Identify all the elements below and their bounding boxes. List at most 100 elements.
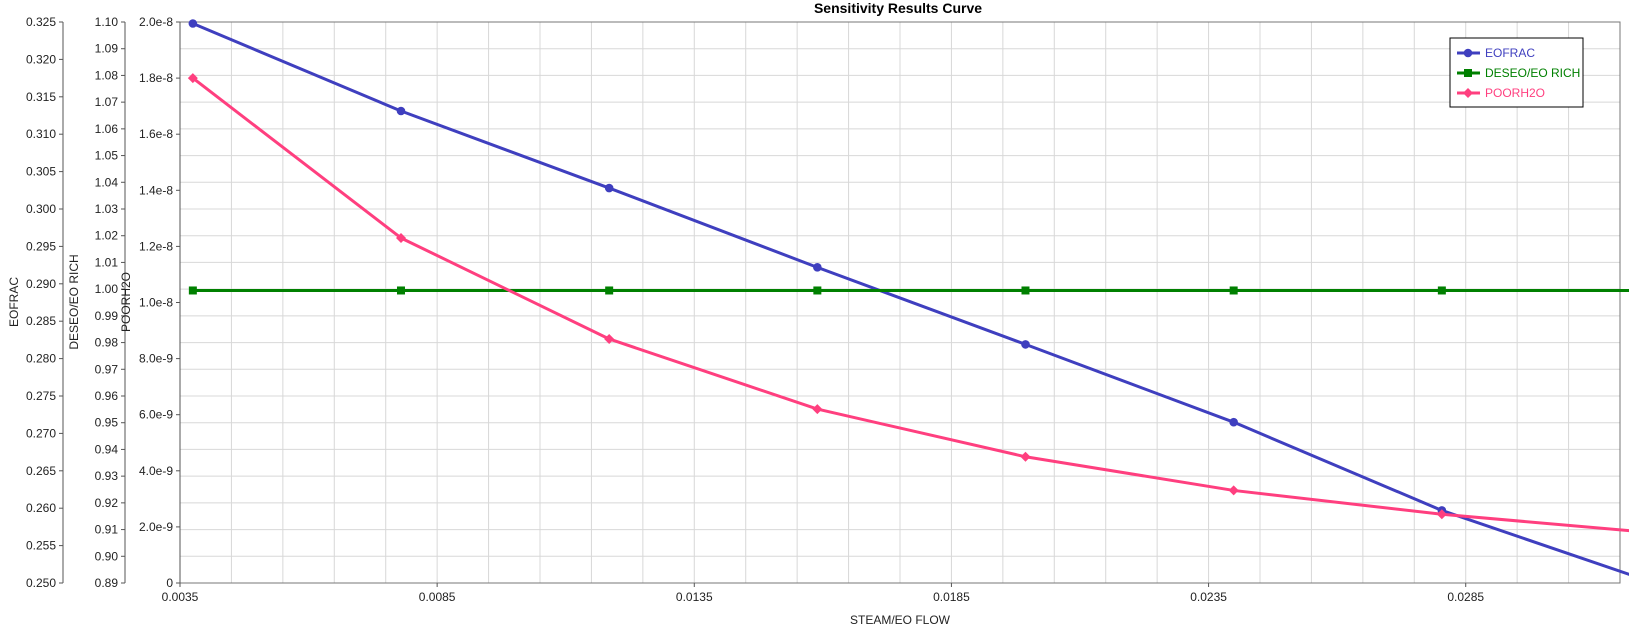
y-tick-label-eofrac: 0.290 <box>26 277 56 291</box>
y-tick-label-deseo: 1.07 <box>95 95 119 109</box>
data-point <box>188 286 197 295</box>
x-tick-label: 0.0235 <box>1190 590 1227 604</box>
y-tick-label-eofrac: 0.305 <box>26 165 56 179</box>
data-point <box>395 232 406 243</box>
data-point <box>1228 485 1239 496</box>
series-line <box>191 76 1629 533</box>
y-tick-label-deseo: 0.89 <box>95 576 119 590</box>
y-tick-label-deseo: 1.00 <box>95 282 119 296</box>
y-tick-label-poorh2o: 4.0e-9 <box>139 464 173 478</box>
data-point <box>396 106 406 116</box>
y-tick-label-eofrac: 0.260 <box>26 501 56 515</box>
y-tick-label-deseo: 0.95 <box>95 416 119 430</box>
legend-item: POORH2O <box>1457 86 1545 100</box>
y-tick-label-deseo: 1.02 <box>95 229 119 243</box>
data-point <box>1229 417 1238 427</box>
legend-items: EOFRAC DESEO/EO RICH POORH2O <box>1457 46 1580 100</box>
legend-item: DESEO/EO RICH <box>1457 66 1580 80</box>
y-tick-label-eofrac: 0.250 <box>26 576 56 590</box>
y-tick-label-deseo: 0.98 <box>95 336 119 350</box>
y-tick-label-deseo: 1.06 <box>95 122 119 136</box>
x-tick-label: 0.0085 <box>419 590 456 604</box>
y-tick-label-deseo: 1.10 <box>95 15 119 29</box>
x-tick-label: 0.0035 <box>162 590 199 604</box>
y-tick-label-poorh2o: 1.6e-8 <box>139 127 173 141</box>
data-point <box>605 286 614 295</box>
y-tick-label-eofrac: 0.265 <box>26 464 56 478</box>
y-tick-label-poorh2o: 1.2e-8 <box>139 239 173 253</box>
data-point <box>812 404 823 415</box>
y-tick-label-deseo: 0.94 <box>95 442 119 456</box>
legend: EOFRAC DESEO/EO RICH POORH2O <box>1449 37 1584 108</box>
y-tick-label-eofrac: 0.320 <box>26 52 56 66</box>
series-deseo-eo-rich <box>188 286 1629 295</box>
y-tick-label-deseo: 1.05 <box>95 149 119 163</box>
y-tick-label-eofrac: 0.325 <box>26 15 56 29</box>
y-tick-label-eofrac: 0.280 <box>26 352 56 366</box>
y-tick-label-eofrac: 0.255 <box>26 539 56 553</box>
data-point <box>604 333 615 344</box>
y-axis-title-poorh2o: POORH2O <box>119 272 133 332</box>
x-tick-label: 0.0135 <box>676 590 713 604</box>
series-line <box>192 22 1629 576</box>
data-point <box>1437 286 1446 295</box>
y-tick-label-eofrac: 0.295 <box>26 239 56 253</box>
y-tick-label-eofrac: 0.285 <box>26 314 56 328</box>
data-point <box>1021 340 1030 349</box>
y-tick-label-deseo: 1.01 <box>95 255 119 269</box>
data-point <box>813 263 822 272</box>
y-tick-label-poorh2o: 8.0e-9 <box>139 352 173 366</box>
y-tick-label-eofrac: 0.315 <box>26 90 56 104</box>
y-tick-label-deseo: 0.97 <box>95 362 119 376</box>
data-point <box>1021 286 1030 295</box>
data-point <box>396 286 405 295</box>
x-tick-label: 0.0285 <box>1447 590 1484 604</box>
legend-label: POORH2O <box>1485 86 1545 100</box>
x-axis-title: STEAM/EO FLOW <box>850 613 951 627</box>
y-tick-label-poorh2o: 2.0e-8 <box>139 15 173 29</box>
y-tick-label-poorh2o: 6.0e-9 <box>139 408 173 422</box>
y-tick-label-deseo: 1.03 <box>95 202 119 216</box>
y-tick-label-poorh2o: 2.0e-9 <box>139 520 173 534</box>
y-tick-label-deseo: 1.08 <box>95 68 119 82</box>
y-tick-label-deseo: 1.09 <box>95 42 119 56</box>
data-point <box>1020 451 1031 462</box>
y-tick-label-deseo: 0.93 <box>95 469 119 483</box>
chart-title: Sensitivity Results Curve <box>814 0 982 16</box>
legend-label: DESEO/EO RICH <box>1485 66 1580 80</box>
data-point <box>187 73 198 84</box>
y-tick-label-deseo: 0.91 <box>95 523 119 537</box>
y-tick-label-poorh2o: 1.0e-8 <box>139 296 173 310</box>
y-tick-label-eofrac: 0.275 <box>26 389 56 403</box>
y-tick-label-deseo: 0.92 <box>95 496 119 510</box>
series-poorh2o <box>187 73 1629 533</box>
y-tick-label-poorh2o: 0 <box>166 576 173 590</box>
series-eofrac <box>188 19 1629 576</box>
data-point <box>1436 509 1447 520</box>
y-tick-label-deseo: 0.99 <box>95 309 119 323</box>
legend-item: EOFRAC <box>1457 46 1535 60</box>
series-layer <box>187 19 1629 576</box>
axes-layer: 0.250 0.255 0.260 0.265 0.270 0.275 0.280 0.285… <box>26 15 1484 604</box>
y-tick-label-poorh2o: 1.4e-8 <box>139 183 173 197</box>
y-axis-title-deseo: DESEO/EO RICH <box>67 254 81 349</box>
y-tick-label-eofrac: 0.270 <box>26 426 56 440</box>
x-tick-label: 0.0185 <box>933 590 970 604</box>
grid-layer <box>179 21 1621 584</box>
legend-swatch-marker <box>1463 48 1473 58</box>
data-point <box>604 183 614 193</box>
data-point <box>813 286 822 295</box>
data-point <box>188 19 198 28</box>
y-tick-label-deseo: 1.04 <box>95 175 119 189</box>
legend-label: EOFRAC <box>1485 46 1535 60</box>
data-point <box>1229 286 1238 295</box>
y-tick-label-eofrac: 0.310 <box>26 127 56 141</box>
y-axis-title-eofrac: EOFRAC <box>7 277 21 327</box>
legend-swatch-marker <box>1463 88 1473 98</box>
legend-swatch-marker <box>1464 69 1472 77</box>
y-tick-label-poorh2o: 1.8e-8 <box>139 71 173 85</box>
y-tick-label-deseo: 0.96 <box>95 389 119 403</box>
y-tick-label-deseo: 0.90 <box>95 549 119 563</box>
